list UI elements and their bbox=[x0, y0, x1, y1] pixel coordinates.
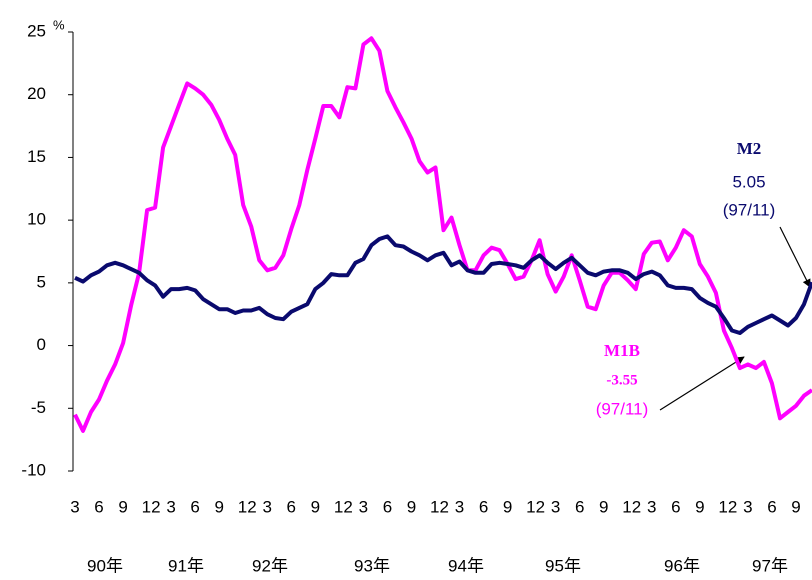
x-tick-label: 9 bbox=[791, 497, 800, 516]
arrow bbox=[779, 226, 811, 288]
x-tick-label: 9 bbox=[214, 497, 223, 516]
y-tick-label: 10 bbox=[27, 210, 46, 229]
x-tick-label: 3 bbox=[359, 497, 368, 516]
x-tick-label: 9 bbox=[695, 497, 704, 516]
x-tick-label: 3 bbox=[647, 497, 656, 516]
x-tick-label: 12 bbox=[238, 497, 257, 516]
y-tick-label: -10 bbox=[21, 460, 46, 479]
x-tick-label: 12 bbox=[622, 497, 641, 516]
x-tick-label: 3 bbox=[70, 497, 79, 516]
x-tick-label: 12 bbox=[142, 497, 161, 516]
x-tick-label: 6 bbox=[479, 497, 488, 516]
year-label: 90年 bbox=[87, 556, 123, 575]
year-label: 93年 bbox=[354, 556, 390, 575]
y-tick-label: 25 bbox=[27, 21, 46, 40]
x-tick-label: 6 bbox=[383, 497, 392, 516]
x-tick-label: 12 bbox=[334, 497, 353, 516]
x-tick-label: 12 bbox=[718, 497, 737, 516]
year-label: 94年 bbox=[448, 556, 484, 575]
y-tick-label: 20 bbox=[27, 84, 46, 103]
year-label: 96年 bbox=[664, 556, 700, 575]
x-tick-label: 6 bbox=[287, 497, 296, 516]
unit-label: % bbox=[53, 17, 65, 32]
x-tick-label: 12 bbox=[430, 497, 449, 516]
x-tick-label: 9 bbox=[599, 497, 608, 516]
x-tick-label: 12 bbox=[526, 497, 545, 516]
arrow bbox=[659, 356, 745, 411]
value-label: 5.05 bbox=[732, 172, 765, 191]
date-label: (97/11) bbox=[723, 200, 776, 219]
y-tick-label: 15 bbox=[27, 147, 46, 166]
series-label: M1B bbox=[604, 341, 640, 360]
x-tick-label: 3 bbox=[743, 497, 752, 516]
x-tick-label: 3 bbox=[455, 497, 464, 516]
year-label: 92年 bbox=[252, 556, 288, 575]
line bbox=[73, 36, 812, 433]
y-tick-label: 5 bbox=[37, 272, 46, 291]
x-tick-label: 9 bbox=[311, 497, 320, 516]
x-tick-label: 6 bbox=[767, 497, 776, 516]
x-tick-label: 3 bbox=[551, 497, 560, 516]
year-label: 91年 bbox=[168, 556, 204, 575]
y-tick-label: 0 bbox=[37, 335, 46, 354]
x-tick-label: 9 bbox=[503, 497, 512, 516]
year-label: 97年 bbox=[752, 556, 788, 575]
x-tick-label: 6 bbox=[94, 497, 103, 516]
series-label: M2 bbox=[737, 139, 762, 158]
x-tick-label: 6 bbox=[671, 497, 680, 516]
x-tick-label: 3 bbox=[166, 497, 175, 516]
value-label: -3.55 bbox=[606, 372, 637, 388]
x-tick-label: 9 bbox=[407, 497, 416, 516]
year-label: 95年 bbox=[545, 556, 581, 575]
x-tick-label: 9 bbox=[118, 497, 127, 516]
x-tick-label: 6 bbox=[575, 497, 584, 516]
x-tick-label: 6 bbox=[190, 497, 199, 516]
x-tick-label: 3 bbox=[263, 497, 272, 516]
date-label: (97/11) bbox=[596, 399, 649, 418]
line bbox=[74, 234, 812, 335]
y-tick-label: -5 bbox=[31, 398, 46, 417]
